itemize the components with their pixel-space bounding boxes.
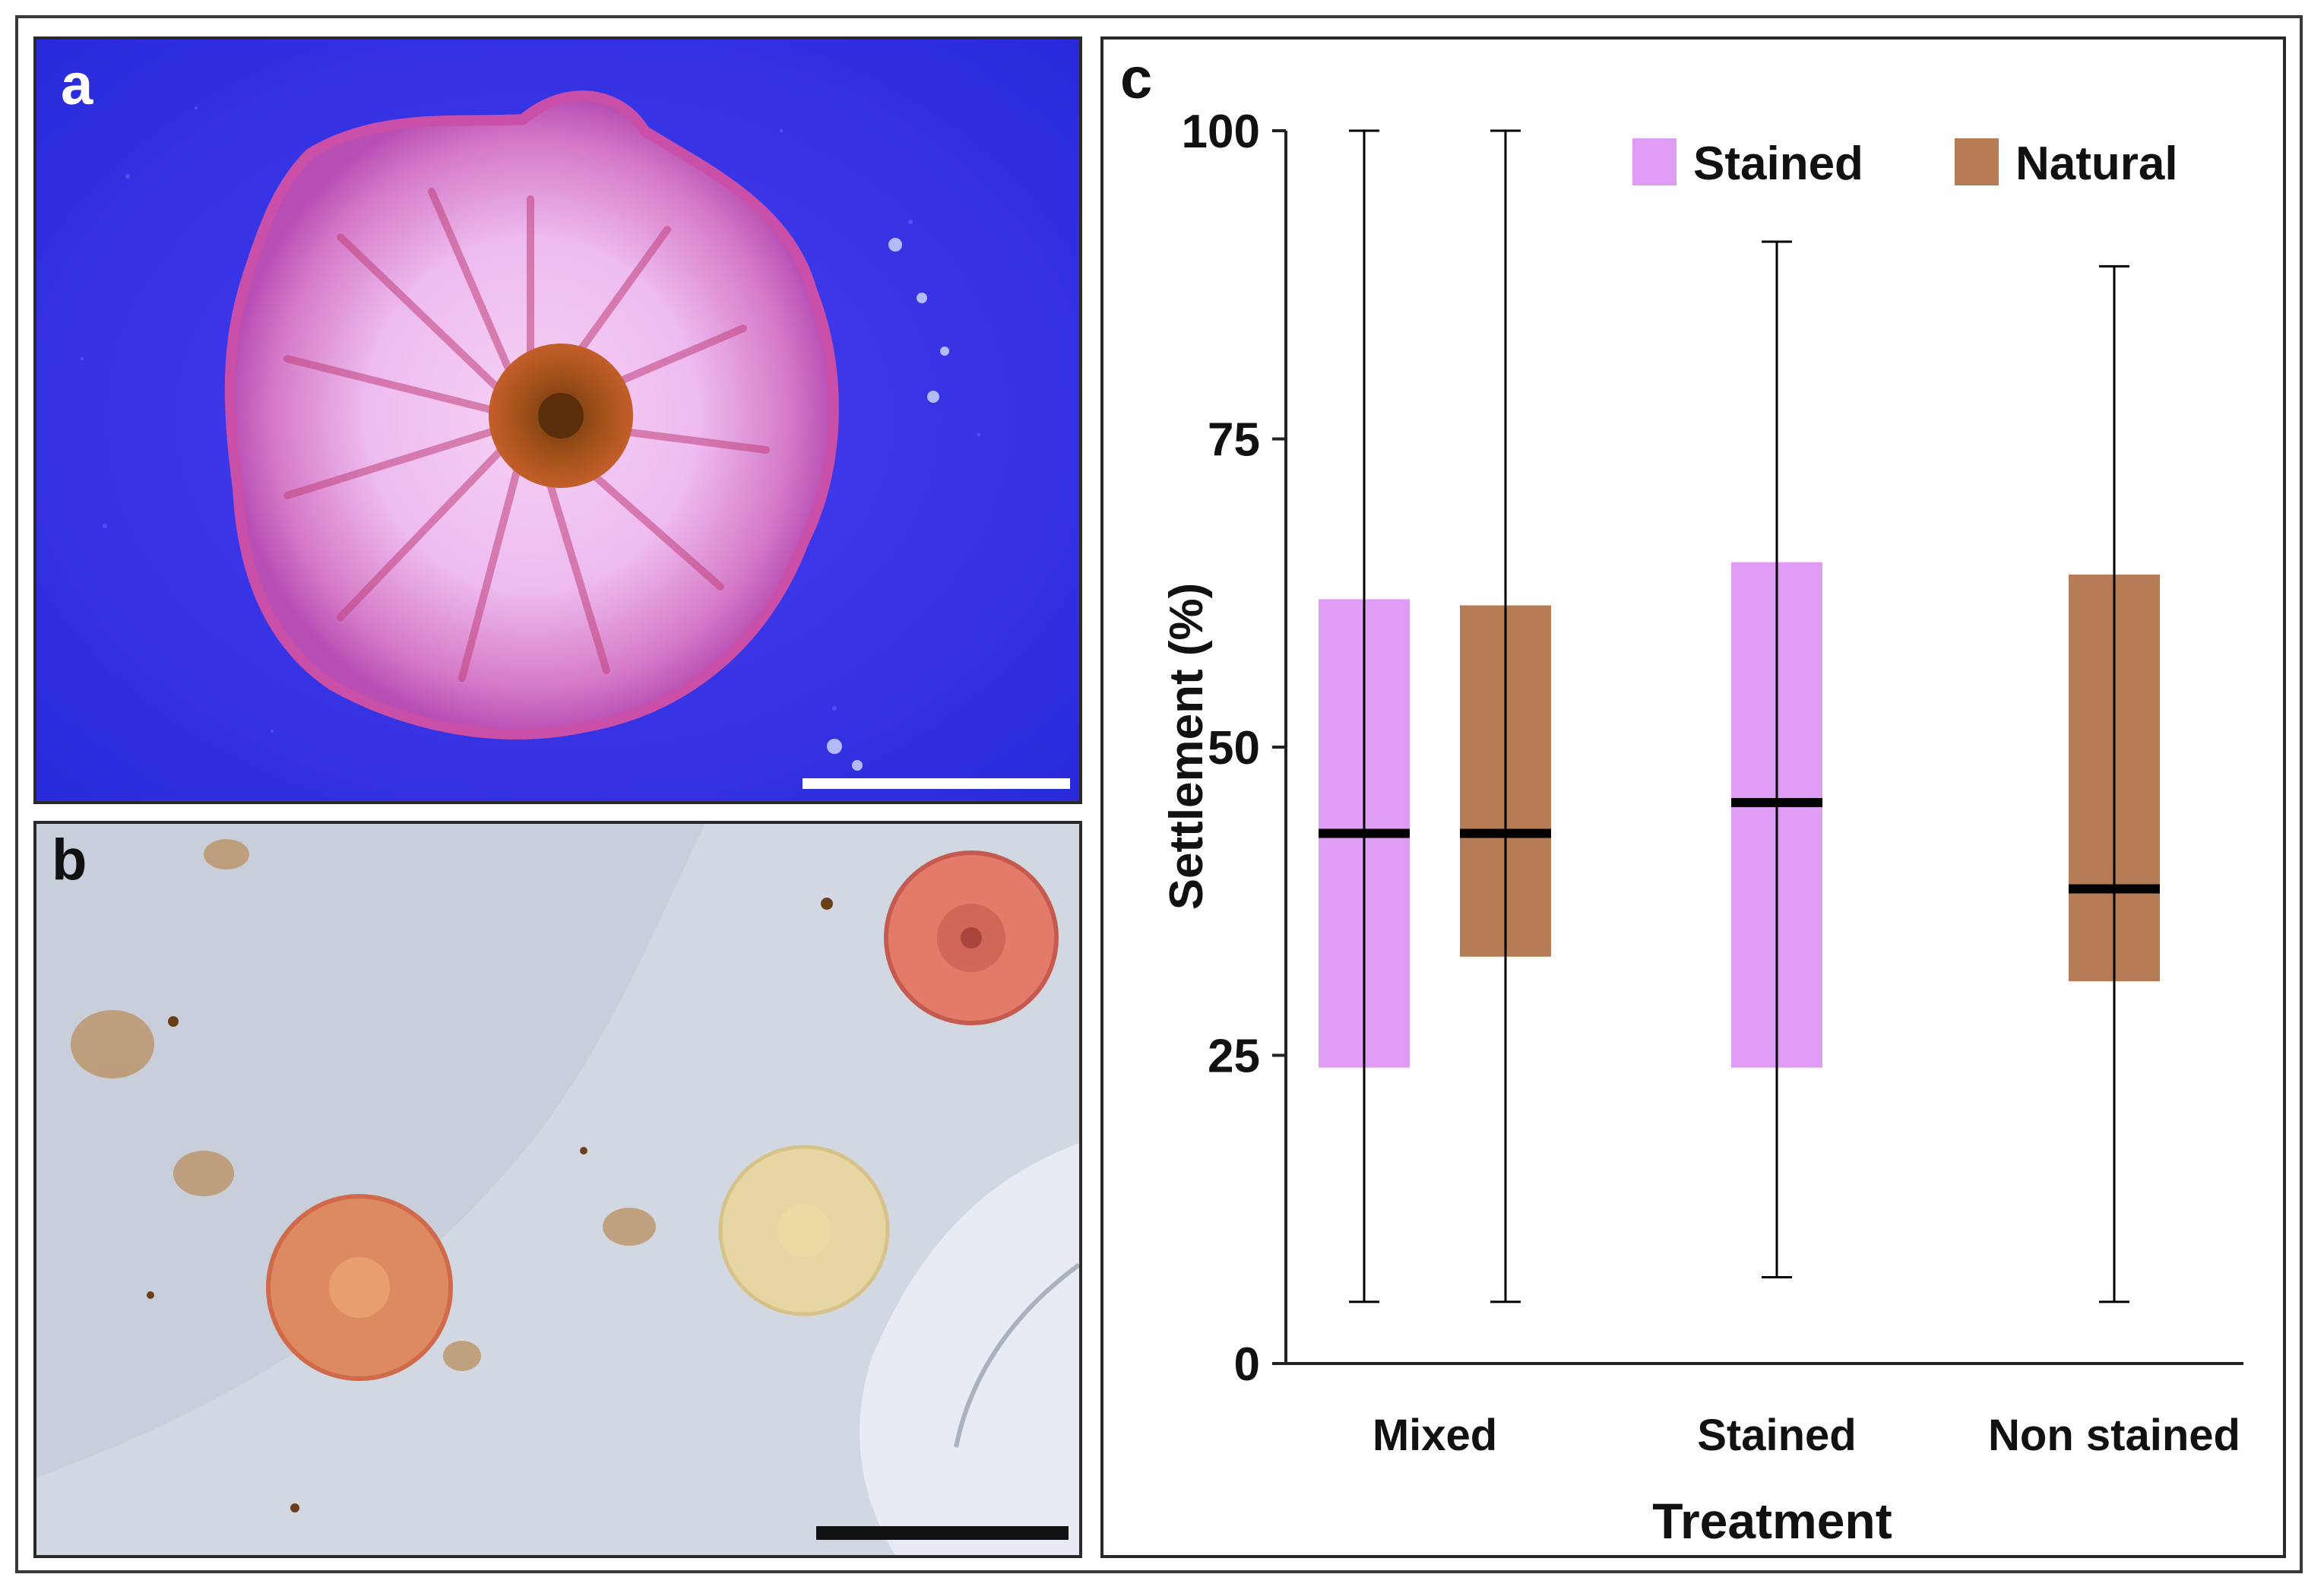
scale-bar-b: [816, 1526, 1069, 1540]
panel-label-a: a: [61, 52, 93, 117]
panel-label-b: b: [52, 828, 87, 892]
y-axis-title: Settlement (%): [1160, 583, 1213, 911]
x-tick-label-mixed: Mixed: [1373, 1411, 1497, 1460]
panel-b-photo: b: [33, 821, 1082, 1558]
legend-swatch-stained: [1632, 138, 1677, 185]
legend: Stained Natural: [1632, 138, 2178, 190]
panel-a-photo: a: [33, 36, 1082, 804]
legend-swatch-natural: [1955, 138, 1999, 185]
x-tick-label-non-stained: Non stained: [1988, 1411, 2240, 1460]
y-tick-label-100: 100: [1182, 106, 1260, 158]
plastic-fold: [860, 1143, 1079, 1555]
settlement-boxplot: 0 25 50 75 100 Mixed Stained Non stained Staine…: [1160, 106, 2243, 1549]
recruits-comparison-photo: [36, 824, 1079, 1555]
y-tick-label-25: 25: [1208, 1031, 1260, 1083]
y-tick-label-0: 0: [1234, 1338, 1260, 1391]
panel-c-chart: 0 25 50 75 100 Mixed Stained Non stained Staine…: [1100, 36, 2286, 1558]
y-tick-label-50: 50: [1208, 722, 1260, 774]
stained-recruit-photo: [36, 40, 1079, 801]
debris-fragments-icon: [827, 238, 949, 771]
figure-frame: [15, 15, 2303, 1573]
x-tick-label-stained: Stained: [1697, 1411, 1857, 1460]
y-tick-label-75: 75: [1208, 414, 1260, 467]
panel-label-c: c: [1120, 46, 1153, 111]
scale-bar-a: [803, 778, 1070, 789]
x-axis-title: Treatment: [1652, 1493, 1892, 1549]
legend-label-stained: Stained: [1693, 138, 1863, 190]
legend-label-natural: Natural: [2015, 138, 2178, 190]
